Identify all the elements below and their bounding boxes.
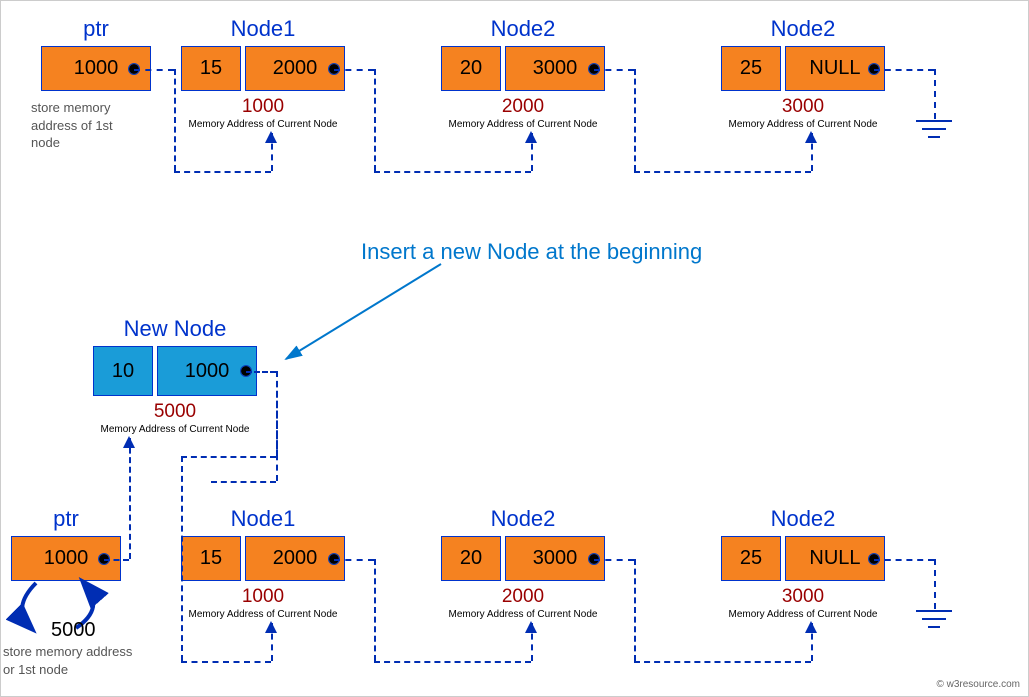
ground-icon <box>914 119 954 143</box>
memory-caption: Memory Address of Current Node <box>171 119 355 130</box>
diagram-canvas: ptr 1000 store memoryaddress of 1stnode Nod… <box>0 0 1029 697</box>
ground-icon <box>914 609 954 633</box>
memory-caption: Memory Address of Current Node <box>711 119 895 130</box>
ptr-title: ptr <box>11 506 121 532</box>
memory-address: 3000 <box>721 586 885 608</box>
ptr-title: ptr <box>41 16 151 42</box>
memory-caption: Memory Address of Current Node <box>431 609 615 620</box>
node-data-cell: 15 <box>181 46 241 91</box>
node-title: Node2 <box>721 506 885 532</box>
memory-caption: Memory Address of Current Node <box>83 424 267 435</box>
memory-caption: Memory Address of Current Node <box>711 609 895 620</box>
memory-address: 5000 <box>93 401 257 423</box>
ptr-new-value: 5000 <box>51 619 96 642</box>
memory-address: 1000 <box>181 96 345 118</box>
node-title: Node2 <box>721 16 885 42</box>
node-title: Node1 <box>181 16 345 42</box>
new-node-data: 10 <box>93 346 153 396</box>
insert-arrow <box>271 259 451 369</box>
copyright: © w3resource.com <box>936 679 1020 690</box>
node-data-cell: 25 <box>721 536 781 581</box>
node-data-cell: 20 <box>441 46 501 91</box>
memory-address: 1000 <box>181 586 345 608</box>
node-data-cell: 25 <box>721 46 781 91</box>
memory-address: 3000 <box>721 96 885 118</box>
node-title: Node2 <box>441 506 605 532</box>
memory-caption: Memory Address of Current Node <box>171 609 355 620</box>
memory-address: 2000 <box>441 96 605 118</box>
node-title: Node2 <box>441 16 605 42</box>
memory-caption: Memory Address of Current Node <box>431 119 615 130</box>
node-data-cell: 15 <box>181 536 241 581</box>
ptr-caption: store memory addressor 1st node <box>3 643 173 678</box>
new-node-title: New Node <box>93 316 257 342</box>
node-data-cell: 20 <box>441 536 501 581</box>
memory-address: 2000 <box>441 586 605 608</box>
node-title: Node1 <box>181 506 345 532</box>
ptr-caption: store memoryaddress of 1stnode <box>31 99 161 152</box>
